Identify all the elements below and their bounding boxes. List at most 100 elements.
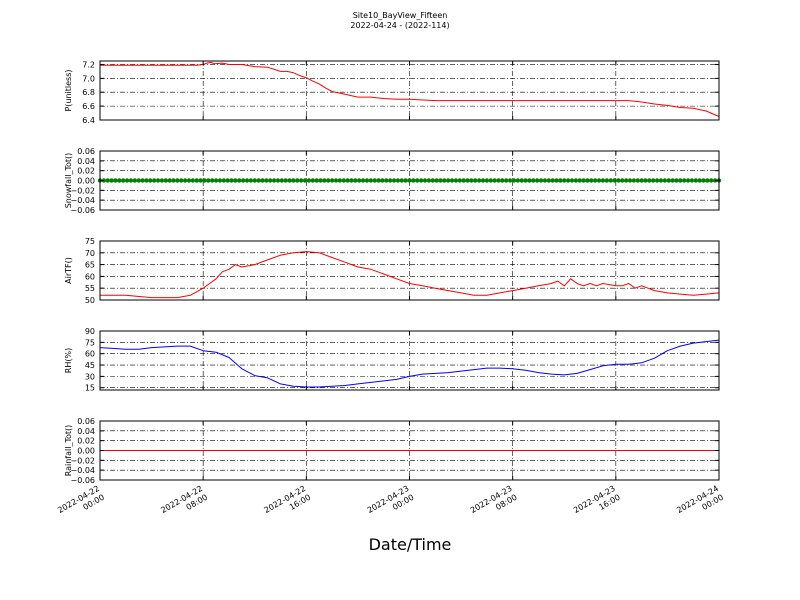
y-tick-label: 0.00 bbox=[77, 177, 95, 186]
data-point bbox=[635, 178, 640, 183]
y-tick-label: 6.4 bbox=[82, 116, 95, 125]
data-point bbox=[445, 178, 451, 183]
data-point bbox=[442, 178, 447, 183]
data-point bbox=[337, 178, 343, 183]
data-point bbox=[662, 178, 668, 183]
data-point bbox=[554, 178, 559, 183]
data-point bbox=[666, 178, 671, 183]
data-point bbox=[643, 178, 648, 183]
data-point bbox=[627, 178, 633, 183]
y-tick-label: 90 bbox=[85, 327, 95, 336]
data-point bbox=[387, 178, 393, 183]
y-tick-label: 60 bbox=[85, 350, 95, 359]
data-point bbox=[244, 178, 250, 183]
x-axis-label: Date/Time bbox=[369, 535, 452, 554]
data-point bbox=[558, 178, 563, 183]
data-point bbox=[194, 178, 199, 183]
series-line bbox=[100, 251, 720, 299]
data-point bbox=[449, 178, 455, 183]
y-tick-label: 6.6 bbox=[82, 102, 95, 111]
data-point bbox=[105, 178, 110, 183]
figure-title: Site10_BayView_Fifteen bbox=[352, 11, 448, 20]
data-point bbox=[221, 178, 226, 183]
data-point bbox=[457, 178, 462, 183]
data-point bbox=[128, 178, 134, 183]
data-point bbox=[287, 178, 292, 183]
data-point bbox=[155, 178, 161, 183]
data-point bbox=[612, 178, 617, 183]
series-line bbox=[99, 339, 720, 388]
panels: 6.46.66.87.07.2P(unitless)−0.06−0.04−0.0… bbox=[56, 60, 725, 524]
x-tick-label: 2022-04-2316:00 bbox=[572, 484, 622, 524]
data-point bbox=[453, 178, 459, 183]
data-point bbox=[608, 178, 613, 183]
data-point bbox=[620, 178, 625, 183]
data-point bbox=[237, 178, 242, 183]
data-point bbox=[674, 178, 679, 183]
y-tick-label: 0.04 bbox=[77, 157, 95, 166]
y-tick-label: −0.02 bbox=[70, 456, 95, 465]
data-point bbox=[217, 178, 223, 183]
data-point bbox=[709, 178, 714, 183]
figure-subtitle: 2022-04-24 - (2022-114) bbox=[350, 21, 450, 30]
panel-rainfall: −0.06−0.04−0.020.000.020.040.06 Rainfall_… bbox=[64, 417, 720, 485]
data-point bbox=[113, 178, 118, 183]
data-point bbox=[248, 178, 254, 183]
data-point bbox=[461, 178, 466, 183]
y-tick-label: 6.8 bbox=[82, 88, 95, 97]
data-point bbox=[341, 178, 346, 183]
data-point bbox=[179, 178, 184, 183]
panel-rh: 15 30 45 60 75 90 RH(%) bbox=[64, 327, 720, 393]
data-point bbox=[527, 178, 532, 183]
data-point bbox=[202, 178, 207, 183]
data-point bbox=[291, 178, 296, 183]
data-point bbox=[322, 178, 327, 183]
data-point bbox=[225, 178, 230, 183]
data-point bbox=[360, 178, 366, 183]
data-point bbox=[496, 178, 501, 183]
data-point bbox=[693, 178, 698, 183]
panel-airtemp: 50 55 60 65 70 75 AirTF() bbox=[64, 237, 720, 305]
data-point bbox=[523, 178, 528, 183]
y-tick-label: 0.02 bbox=[77, 437, 95, 446]
data-point bbox=[295, 178, 300, 183]
data-point bbox=[252, 178, 257, 183]
data-point bbox=[121, 178, 126, 183]
data-point bbox=[171, 178, 176, 183]
y-tick-label: 0.06 bbox=[77, 417, 95, 426]
y-tick-label: 70 bbox=[85, 249, 95, 258]
data-point bbox=[372, 178, 377, 183]
data-point bbox=[229, 178, 234, 183]
y-tick-label: 0.02 bbox=[77, 167, 95, 176]
data-point bbox=[465, 178, 470, 183]
data-point bbox=[117, 178, 122, 183]
data-point bbox=[399, 178, 404, 183]
data-point bbox=[395, 178, 401, 183]
data-point bbox=[589, 178, 594, 183]
data-point bbox=[403, 178, 408, 183]
data-point bbox=[368, 178, 374, 183]
data-point bbox=[705, 178, 710, 183]
data-point bbox=[283, 178, 288, 183]
y-axis-label: Snowfall_Tot() bbox=[64, 153, 73, 209]
data-point bbox=[314, 178, 319, 183]
data-point bbox=[654, 178, 660, 183]
data-point bbox=[310, 178, 315, 183]
data-point bbox=[148, 178, 153, 183]
data-point bbox=[275, 178, 281, 183]
data-point bbox=[473, 178, 478, 183]
data-point bbox=[531, 178, 536, 183]
data-point bbox=[140, 178, 145, 183]
data-point bbox=[163, 178, 168, 183]
data-point bbox=[329, 178, 335, 183]
data-point bbox=[233, 178, 238, 183]
data-point bbox=[685, 178, 691, 183]
data-point bbox=[364, 178, 370, 183]
panel-pressure: 6.4 6.6 6.8 7.0 7.2 P(unitless) bbox=[64, 60, 720, 125]
data-point bbox=[175, 178, 180, 183]
y-tick-label: −0.04 bbox=[70, 466, 95, 475]
data-point bbox=[415, 178, 420, 183]
y-tick-label: 0.04 bbox=[77, 427, 95, 436]
y-tick-label: −0.04 bbox=[70, 196, 95, 205]
data-point bbox=[438, 178, 443, 183]
